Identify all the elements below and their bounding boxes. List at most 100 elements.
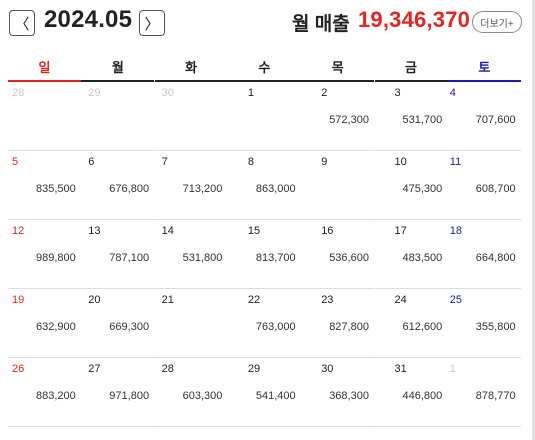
daily-sales-amount: 813,700: [255, 252, 296, 264]
calendar-day-cell[interactable]: 31 446,800: [374, 358, 448, 427]
calendar-grid: 28 29 30 1 2 572,300 3 531,700 4 707,600 5 835,500 6…: [8, 82, 521, 427]
calendar-day-cell[interactable]: 6 676,800: [81, 151, 155, 220]
daily-sales-amount: 632,900: [36, 321, 76, 333]
calendar-day-cell[interactable]: 27 971,800: [81, 358, 155, 427]
day-number: 25: [449, 294, 463, 306]
daily-sales-amount: 763,000: [255, 321, 296, 333]
day-number: 14: [161, 225, 174, 237]
daily-sales-amount: 787,100: [109, 252, 150, 264]
day-number: 7: [161, 156, 168, 168]
day-number: 12: [12, 225, 25, 237]
scrollbar-edge: [532, 0, 535, 440]
daily-sales-amount: 368,300: [329, 390, 369, 402]
daily-sales-amount: 612,600: [402, 321, 443, 333]
calendar-day-cell[interactable]: 11 608,700: [447, 151, 521, 220]
prev-month-button[interactable]: 〈: [9, 10, 35, 36]
daily-sales-amount: 664,800: [475, 252, 516, 264]
calendar-day-cell[interactable]: 3 531,700: [374, 82, 448, 151]
calendar-day-cell[interactable]: 28: [8, 82, 81, 151]
day-number: 31: [394, 363, 407, 375]
day-number: 19: [12, 294, 25, 306]
daily-sales-amount: 608,700: [475, 183, 516, 195]
calendar-day-cell[interactable]: 30: [154, 82, 228, 151]
calendar-day-cell[interactable]: 4 707,600: [447, 82, 521, 151]
daily-sales-amount: 536,600: [329, 252, 369, 264]
day-number: 11: [449, 156, 462, 168]
daily-sales-amount: 669,300: [109, 321, 150, 333]
weekday-thu: 목: [301, 58, 375, 82]
day-number: 24: [394, 294, 407, 306]
daily-sales-amount: 603,300: [182, 390, 223, 402]
calendar-day-cell[interactable]: 7 713,200: [154, 151, 228, 220]
calendar-day-cell[interactable]: 17 483,500: [374, 220, 448, 289]
calendar-day-cell[interactable]: 29 541,400: [227, 358, 301, 427]
calendar-day-cell[interactable]: 9: [301, 151, 375, 220]
calendar-day-cell[interactable]: 15 813,700: [227, 220, 301, 289]
day-number: 30: [161, 87, 174, 99]
daily-sales-amount: 446,800: [402, 390, 443, 402]
daily-sales-amount: 713,200: [182, 183, 223, 195]
calendar-day-cell[interactable]: 16 536,600: [301, 220, 375, 289]
more-button[interactable]: 더보기+: [472, 11, 522, 33]
daily-sales-amount: 878,770: [475, 390, 516, 402]
daily-sales-amount: 541,400: [255, 390, 296, 402]
day-number: 3: [394, 87, 401, 99]
calendar-day-cell[interactable]: 23 827,800: [301, 289, 375, 358]
calendar-day-cell[interactable]: 12 989,800: [8, 220, 81, 289]
day-number: 17: [394, 225, 407, 237]
day-number: 5: [12, 156, 19, 168]
calendar-day-cell[interactable]: 13 787,100: [81, 220, 155, 289]
day-number: 2: [321, 87, 328, 99]
calendar-day-cell[interactable]: 20 669,300: [81, 289, 155, 358]
day-number: 1: [247, 87, 255, 99]
calendar-day-cell[interactable]: 10 475,300: [374, 151, 448, 220]
calendar-day-cell[interactable]: 1 878,770: [447, 358, 521, 427]
day-number: 27: [88, 363, 101, 375]
daily-sales-amount: 483,500: [402, 252, 443, 264]
day-number: 4: [449, 87, 456, 99]
calendar-day-cell[interactable]: 5 835,500: [8, 151, 81, 220]
calendar-day-cell[interactable]: 8 863,000: [227, 151, 301, 220]
calendar-day-cell[interactable]: 29: [81, 82, 155, 151]
weekday-tue: 화: [154, 58, 228, 82]
daily-sales-amount: 989,800: [36, 252, 76, 264]
daily-sales-amount: 883,200: [36, 390, 76, 402]
calendar-day-cell[interactable]: 30 368,300: [301, 358, 375, 427]
day-number: 13: [88, 225, 101, 237]
day-number: 26: [12, 363, 25, 375]
calendar-day-cell[interactable]: 14 531,800: [154, 220, 228, 289]
day-number: 23: [321, 294, 334, 306]
calendar-day-cell[interactable]: 18 664,800: [447, 220, 521, 289]
calendar-day-cell[interactable]: 26 883,200: [8, 358, 81, 427]
calendar-day-cell[interactable]: 24 612,600: [374, 289, 448, 358]
next-month-button[interactable]: 〉: [139, 10, 165, 36]
day-number: 30: [321, 363, 334, 375]
day-number: 1: [449, 363, 456, 375]
day-number: 18: [449, 225, 463, 237]
calendar-header: 〈 2024.05 〉 월 매출 19,346,370 더보기+: [0, 0, 535, 52]
day-number: 28: [161, 363, 174, 375]
calendar-day-cell[interactable]: 19 632,900: [8, 289, 81, 358]
calendar-day-cell[interactable]: 1: [227, 82, 301, 151]
daily-sales-amount: 572,300: [329, 114, 369, 126]
calendar-day-cell[interactable]: 22 763,000: [227, 289, 301, 358]
calendar-day-cell[interactable]: 21: [154, 289, 228, 358]
day-number: 29: [88, 87, 101, 99]
day-number: 16: [321, 225, 334, 237]
day-number: 8: [247, 156, 255, 168]
day-number: 28: [12, 87, 25, 99]
daily-sales-amount: 475,300: [402, 183, 443, 195]
calendar-day-cell[interactable]: 25 355,800: [447, 289, 521, 358]
calendar-day-cell[interactable]: 28 603,300: [154, 358, 228, 427]
weekday-sat: 토: [447, 58, 521, 82]
day-number: 29: [247, 363, 261, 375]
monthly-sales-total: 19,346,370: [358, 7, 471, 32]
calendar-day-cell[interactable]: 2 572,300: [301, 82, 375, 151]
daily-sales-amount: 531,800: [182, 252, 223, 264]
daily-sales-amount: 971,800: [109, 390, 150, 402]
daily-sales-amount: 676,800: [109, 183, 150, 195]
daily-sales-amount: 827,800: [329, 321, 369, 333]
day-number: 15: [247, 225, 261, 237]
weekday-sun: 일: [8, 58, 81, 82]
